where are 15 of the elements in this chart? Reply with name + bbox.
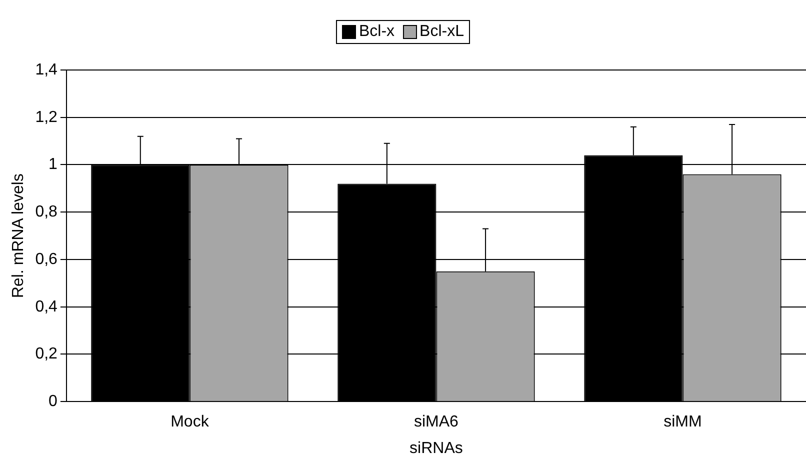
y-tick-label: 1,2 — [35, 108, 58, 126]
x-axis-title: siRNAs — [410, 440, 463, 457]
x-tick-label: Mock — [170, 414, 210, 431]
legend-label: Bcl-x — [358, 23, 395, 41]
y-tick-label: 1 — [48, 156, 58, 174]
y-tick-label: 0,4 — [35, 298, 58, 316]
y-tick-label: 1,4 — [35, 61, 58, 78]
legend-label: Bcl-xL — [420, 23, 464, 41]
x-tick-label: siMM — [664, 414, 702, 431]
y-axis-title: Rel. mRNA levels — [10, 174, 28, 298]
y-tick-label: 0 — [48, 393, 58, 410]
x-tick-label: siMA6 — [414, 414, 459, 431]
y-tick-label: 0,2 — [35, 346, 58, 363]
y-tick-label: 0,8 — [35, 204, 58, 221]
y-tick-label: 0,6 — [35, 250, 58, 268]
